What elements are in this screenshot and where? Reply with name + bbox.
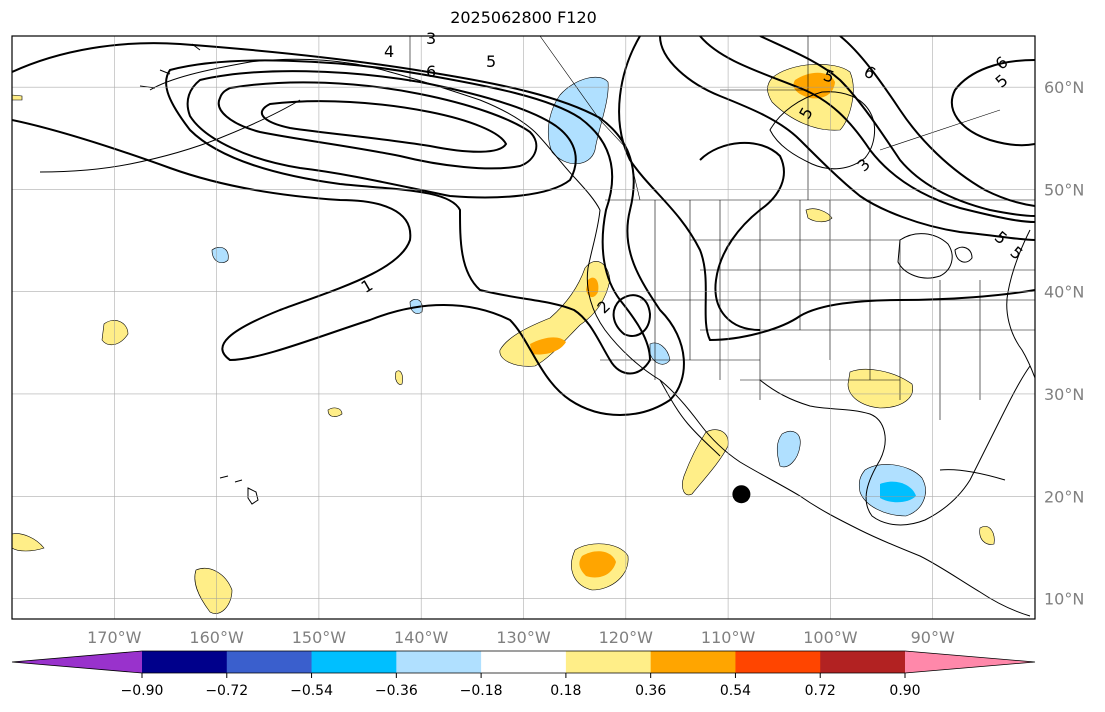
contour-east-3 (699, 36, 1035, 223)
colorbar-segment (311, 651, 397, 673)
longitude-tick-label: 130°W (496, 628, 551, 647)
positive-anomaly-patch (101, 320, 129, 346)
coastlines (39, 43, 1035, 617)
positive-anomaly-patch (12, 94, 23, 101)
longitude-tick-label: 170°W (87, 628, 142, 647)
contour-label: 6 (861, 62, 879, 84)
colorbar-tick-label: 0.90 (889, 683, 920, 699)
negative-anomaly-core (880, 481, 916, 503)
colorbar-tick-label: −0.18 (460, 683, 503, 699)
contour-label: 5 (1007, 243, 1027, 264)
colorbar-tick-label: 0.54 (720, 683, 751, 699)
contour-label: 1 (358, 275, 376, 297)
positive-anomaly-patch (805, 208, 833, 223)
contour-lines (12, 36, 1035, 416)
latitude-tick-label: 30°N (1044, 385, 1084, 404)
map-gridlines (12, 36, 1035, 619)
contour-east-5 (839, 36, 1035, 207)
longitude-tick-label: 90°W (911, 628, 955, 647)
colorbar-tick-label: 0.72 (805, 683, 836, 699)
latitude-tick-label: 60°N (1044, 78, 1084, 97)
latitude-tick-label: 20°N (1044, 487, 1084, 506)
negative-anomaly-patch (211, 247, 229, 263)
positive-anomaly-patch (395, 370, 403, 385)
contour-closed-low (612, 294, 652, 337)
positive-anomaly-patch (847, 369, 913, 409)
positive-anomaly-patch (682, 429, 729, 496)
contour-label: 6 (426, 62, 436, 81)
colorbar-tick-label: −0.54 (290, 683, 333, 699)
positive-anomaly-patch (12, 533, 45, 552)
contour-label: 5 (992, 70, 1012, 91)
positive-anomaly-patch (327, 407, 343, 417)
contour-east-2 (659, 36, 1035, 241)
contour-east-4 (759, 36, 1035, 217)
colorbar-tick-label: 0.36 (635, 683, 666, 699)
colorbar-tick-label: −0.36 (375, 683, 418, 699)
contour-labels: 1 2 3 4 5 5 5 6 6 6 5 5 3 5 (358, 29, 1027, 317)
contour-label: 4 (384, 42, 394, 61)
contour-label: 5 (486, 52, 496, 71)
colorbar: −0.90 −0.72 −0.54 −0.36 −0.18 0.18 0.36 0.54 0.7… (11, 650, 1036, 699)
positive-anomaly-core (579, 551, 616, 578)
contour-east-low (950, 59, 1035, 147)
positive-anomaly-core (530, 337, 566, 355)
map-title: 2025062800 F120 (450, 8, 597, 27)
contour-ridge (699, 142, 785, 331)
latitude-tick-label: 50°N (1044, 180, 1084, 199)
negative-anomaly-patch (547, 76, 609, 164)
colorbar-segment (565, 651, 652, 673)
colorbar-tick-label: 0.18 (550, 683, 581, 699)
longitude-tick-label: 140°W (394, 628, 449, 647)
colorbar-segment (650, 651, 736, 673)
contour-3 (186, 70, 577, 199)
longitude-tick-label: 120°W (599, 628, 654, 647)
longitude-tick-labels: 170°W 160°W 150°W 140°W 130°W 120°W 110°W 100°W… (87, 628, 955, 647)
colorbar-segment (142, 651, 228, 673)
contour-label: 2 (593, 297, 614, 318)
contour-4 (217, 81, 538, 170)
latitude-tick-label: 40°N (1044, 283, 1084, 302)
contour-east-1 (618, 36, 1035, 342)
colorbar-segment (820, 651, 906, 673)
negative-anomaly-patch (776, 431, 801, 468)
colorbar-segment (396, 651, 482, 673)
contour-2 (165, 59, 652, 375)
longitude-tick-label: 160°W (189, 628, 244, 647)
longitude-tick-label: 150°W (292, 628, 347, 647)
positive-anomaly-patch (194, 568, 233, 614)
colorbar-segment (481, 651, 567, 673)
colorbar-tick-label: −0.72 (205, 683, 248, 699)
colorbar-segment (226, 651, 313, 673)
contour-label: 3 (853, 155, 874, 176)
latitude-tick-label: 10°N (1044, 590, 1084, 609)
colorbar-extend-min (12, 651, 142, 673)
storm-center-dot-icon (732, 485, 751, 504)
colorbar-segment (735, 651, 821, 673)
map-frame (11, 35, 1036, 620)
colorbar-extend-max (905, 651, 1035, 673)
colorbar-tick-label: −0.90 (121, 683, 164, 699)
latitude-tick-labels: 60°N 50°N 40°N 30°N 20°N 10°N (1044, 78, 1084, 608)
positive-anomaly-patch (979, 526, 995, 545)
contour-label: 3 (426, 29, 436, 48)
anomaly-shading (12, 64, 995, 614)
longitude-tick-label: 100°W (803, 628, 858, 647)
contour-5 (260, 100, 508, 153)
positive-anomaly-core (586, 277, 599, 298)
negative-anomaly-patch (649, 342, 671, 365)
longitude-tick-label: 110°W (701, 628, 756, 647)
contour-1 (12, 42, 685, 416)
